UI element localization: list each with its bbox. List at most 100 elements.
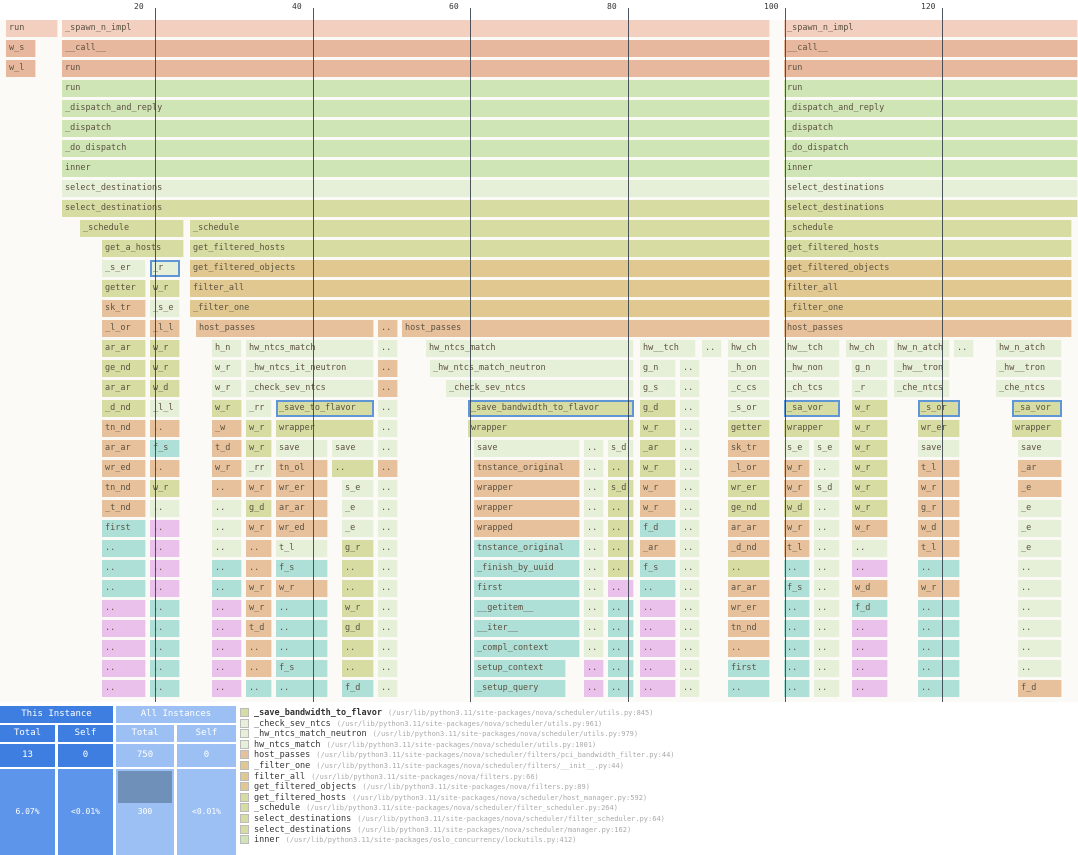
flame-frame[interactable]: .. [246,680,272,697]
stack-row[interactable]: _save_bandwidth_to_flavor (/usr/lib/pytho… [240,708,1076,719]
flame-frame[interactable]: w_r [852,440,888,457]
flame-frame[interactable]: get_a_hosts [102,240,184,257]
flame-frame[interactable]: sk_tr [102,300,146,317]
flame-frame[interactable]: w_l [6,60,36,77]
flame-frame[interactable]: wr_er [276,480,328,497]
flame-frame[interactable]: .. [246,660,272,677]
flame-frame[interactable]: hw_ch [728,340,770,357]
stack-row[interactable]: select_destinations (/usr/lib/python3.11/… [240,813,1076,825]
flame-frame[interactable]: .. [378,560,398,577]
flame-frame[interactable]: .. [852,660,888,677]
flame-frame[interactable]: wr_er [728,600,770,617]
flame-frame[interactable]: .. [608,640,634,657]
flame-frame[interactable]: w_r [852,460,888,477]
flame-frame[interactable]: _e [1018,500,1062,517]
flame-frame[interactable]: .. [728,680,770,697]
flame-frame[interactable]: w_r [640,420,676,437]
flame-frame[interactable]: _h_on [728,360,770,377]
flame-frame[interactable]: .. [608,580,634,597]
flame-frame[interactable]: first [474,580,580,597]
flame-frame[interactable]: .. [728,560,770,577]
flame-frame[interactable]: wr_ed [102,460,146,477]
flame-frame[interactable]: w_r [852,520,888,537]
flame-frame[interactable]: _e [1018,520,1062,537]
flame-frame[interactable]: _hw_non [784,360,840,377]
flame-frame[interactable]: _save_bandwidth_to_flavor [468,400,634,417]
flame-frame[interactable]: w_r [852,480,888,497]
flame-frame[interactable]: f_s [150,440,180,457]
flame-frame[interactable]: .. [608,560,634,577]
flame-frame[interactable]: .. [102,560,146,577]
flame-frame[interactable]: _dispatch_and_reply [784,100,1078,117]
flame-frame[interactable]: .. [378,520,398,537]
flame-frame[interactable]: f_s [784,580,810,597]
stack-row[interactable]: get_filtered_objects (/usr/lib/python3.11… [240,782,1076,793]
stack-row[interactable]: host_passes (/usr/lib/python3.11/site-pac… [240,750,1076,761]
flame-frame[interactable]: .. [212,560,242,577]
flame-frame[interactable]: save [918,440,960,457]
flame-frame[interactable]: _ch_tcs [784,380,840,397]
flame-frame[interactable]: s_e [814,440,840,457]
flame-frame[interactable]: hw__tch [640,340,696,357]
flame-frame[interactable]: .. [584,540,604,557]
flame-frame[interactable]: _l_l [150,320,180,337]
flame-frame[interactable]: .. [680,360,700,377]
flame-frame[interactable]: w_r [246,520,272,537]
flame-frame[interactable]: run [6,20,58,37]
flame-frame[interactable]: .. [680,400,700,417]
flame-frame[interactable]: _sa_vor [1012,400,1062,417]
flame-frame[interactable]: _ar [640,440,676,457]
flame-frame[interactable]: ge_nd [728,500,770,517]
flame-frame[interactable]: w_r [246,440,272,457]
flame-frame[interactable]: _dispatch [784,120,1078,137]
flame-frame[interactable]: first [728,660,770,677]
flame-frame[interactable]: tn_nd [102,420,146,437]
flame-frame[interactable]: getter [728,420,770,437]
flame-frame[interactable]: hw__tch [784,340,840,357]
flame-frame[interactable]: .. [640,640,676,657]
flame-frame[interactable]: w_r [852,400,888,417]
flame-frame[interactable]: tn_nd [102,480,146,497]
flame-frame[interactable]: w_r [246,580,272,597]
flame-frame[interactable]: .. [378,400,398,417]
flame-frame[interactable]: .. [102,620,146,637]
flame-frame[interactable]: sk_tr [728,440,770,457]
flame-frame[interactable]: wr_ed [276,520,328,537]
flame-frame[interactable]: .. [814,580,840,597]
flame-frame[interactable]: _c_cs [728,380,770,397]
flame-frame[interactable]: _l_l [150,400,180,417]
flame-frame[interactable]: .. [680,440,700,457]
flame-frame[interactable]: .. [608,520,634,537]
stack-row[interactable]: hw_ntcs_match (/usr/lib/python3.11/site-p… [240,739,1076,751]
flame-frame[interactable]: w_r [212,400,242,417]
flame-frame[interactable]: .. [246,540,272,557]
flame-frame[interactable]: save [1018,440,1062,457]
flame-frame[interactable]: .. [276,620,328,637]
flame-frame[interactable]: _check_sev_ntcs [246,380,374,397]
flame-frame[interactable]: .. [150,500,180,517]
flame-frame[interactable]: w_s [6,40,36,57]
flame-frame[interactable]: w_r [246,600,272,617]
flame-frame[interactable]: t_l [918,540,960,557]
flame-frame[interactable]: get_filtered_objects [784,260,1072,277]
flame-frame[interactable]: save [474,440,580,457]
flame-frame[interactable]: __getitem__ [474,600,580,617]
flame-frame[interactable]: .. [784,660,810,677]
flame-frame[interactable]: _compl_context [474,640,580,657]
flame-frame[interactable]: g_s [640,380,676,397]
flame-frame[interactable]: filter_all [190,280,770,297]
flame-frame[interactable]: ar_ar [102,380,146,397]
flame-frame[interactable]: w_r [640,480,676,497]
flame-frame[interactable]: .. [584,500,604,517]
flame-frame[interactable]: .. [814,460,840,477]
flame-frame[interactable]: g_r [342,540,374,557]
flame-frame[interactable]: _save_to_flavor [276,400,374,417]
flame-frame[interactable]: wrapper [784,420,840,437]
flame-frame[interactable]: w_r [784,520,810,537]
flame-frame[interactable]: s_d [814,480,840,497]
flame-frame[interactable]: .. [814,520,840,537]
flame-frame[interactable]: _s_or [728,400,770,417]
flame-frame[interactable]: .. [212,580,242,597]
flame-frame[interactable]: save [332,440,374,457]
flame-frame[interactable]: _dispatch_and_reply [62,100,770,117]
